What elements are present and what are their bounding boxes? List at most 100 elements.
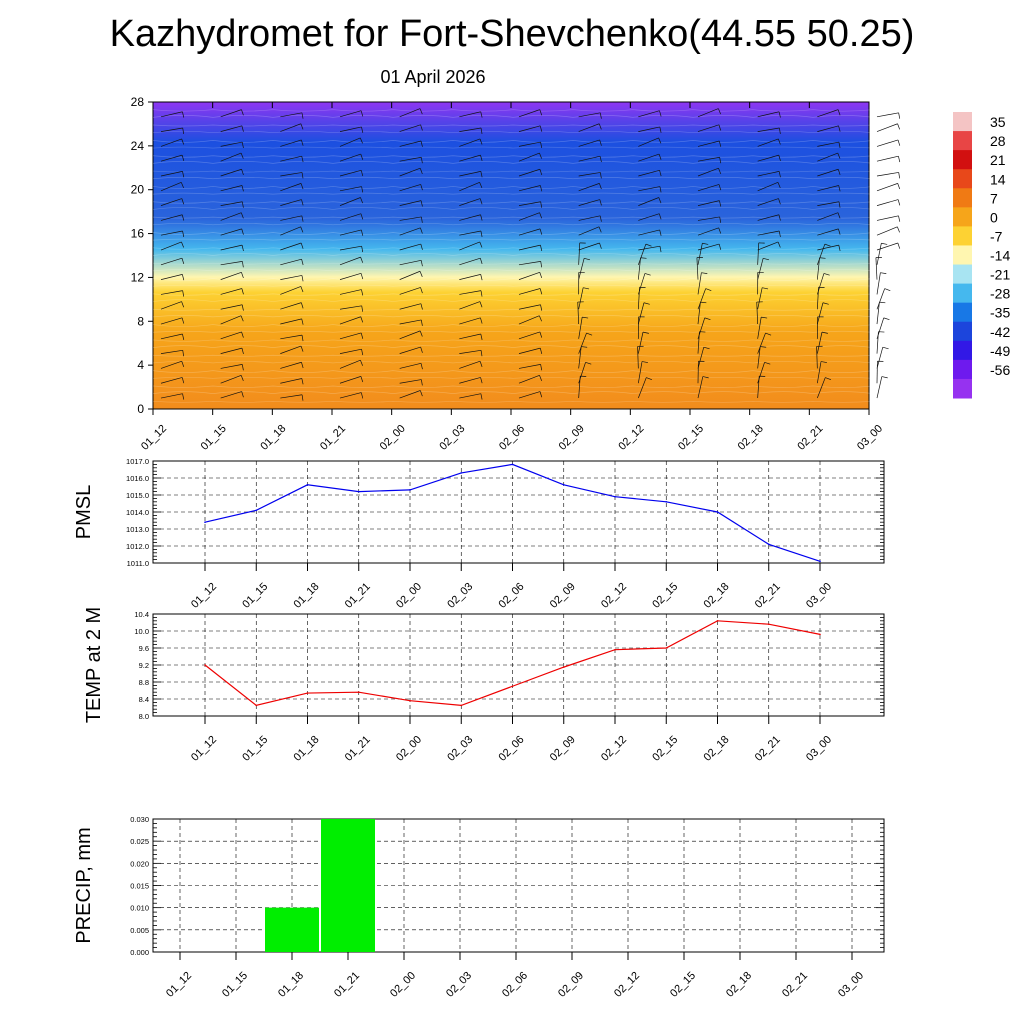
wind-barb bbox=[578, 346, 582, 369]
x-tick-label: 02_21 bbox=[753, 734, 783, 764]
wind-barb bbox=[757, 230, 780, 236]
x-tick-label: 02_18 bbox=[702, 581, 732, 611]
y-axis-title: TEMP at 2 M bbox=[83, 607, 105, 723]
x-tick-label: 02_21 bbox=[795, 423, 825, 453]
y-tick-label: 0.020 bbox=[130, 859, 149, 868]
wind-barb bbox=[777, 182, 781, 189]
x-tick-label: 02_00 bbox=[394, 734, 424, 764]
wind-barb bbox=[181, 138, 185, 145]
wind-barb bbox=[578, 172, 601, 177]
x-tick-label: 03_00 bbox=[804, 734, 834, 764]
wind-barb bbox=[817, 212, 839, 221]
wind-barb bbox=[182, 230, 185, 237]
wind-barb bbox=[539, 288, 543, 295]
isotherm-contour bbox=[152, 284, 874, 287]
y-tick-label: 8.8 bbox=[139, 678, 149, 687]
wind-barb bbox=[280, 378, 302, 384]
isotherm-contour bbox=[152, 330, 874, 333]
wind-barb bbox=[540, 185, 543, 192]
wind-barb bbox=[898, 156, 901, 163]
isotherm-contour bbox=[152, 299, 874, 302]
wind-barb bbox=[637, 361, 643, 384]
isotherm-contour bbox=[152, 201, 874, 204]
wind-barb bbox=[577, 302, 580, 325]
wind-barb bbox=[459, 241, 480, 251]
wind-barb bbox=[280, 183, 302, 192]
colorbar-segment bbox=[953, 150, 972, 170]
wind-barb bbox=[241, 348, 244, 355]
wind-barb bbox=[459, 349, 482, 354]
wind-barb bbox=[638, 126, 660, 132]
wind-barb bbox=[220, 244, 243, 251]
wind-barb bbox=[241, 228, 244, 235]
isotherm-contour bbox=[152, 400, 874, 403]
wind-barb bbox=[578, 123, 600, 132]
wind-barb bbox=[599, 156, 602, 163]
wind-barb bbox=[822, 302, 829, 305]
wind-barb bbox=[658, 197, 662, 204]
wind-barb bbox=[160, 333, 183, 340]
wind-barb bbox=[280, 226, 301, 236]
x-tick-label: 01_21 bbox=[318, 423, 348, 453]
colorbar-segment bbox=[953, 226, 972, 246]
wind-barb bbox=[220, 331, 242, 340]
wind-barb bbox=[598, 226, 602, 233]
wind-barb bbox=[160, 349, 183, 354]
wind-barb bbox=[182, 111, 185, 118]
x-tick-label: 02_15 bbox=[650, 734, 680, 764]
wind-barb bbox=[339, 392, 362, 399]
wind-barb bbox=[539, 228, 543, 235]
wind-barb bbox=[876, 112, 899, 118]
wind-barb bbox=[360, 170, 364, 177]
wind-barb bbox=[578, 112, 601, 118]
wind-barb bbox=[659, 126, 662, 133]
wind-barb bbox=[220, 288, 242, 295]
wind-barb bbox=[339, 126, 362, 132]
wind-barb bbox=[480, 214, 483, 221]
wind-barb bbox=[825, 377, 832, 381]
wind-barb bbox=[300, 242, 304, 249]
wind-barb bbox=[241, 288, 244, 295]
isotherm-contour bbox=[152, 361, 874, 364]
wind-barb bbox=[360, 273, 364, 280]
isotherm-contour bbox=[152, 247, 874, 250]
wind-barb bbox=[697, 216, 720, 221]
y-tick-label: 0.030 bbox=[130, 815, 149, 824]
wind-barb bbox=[599, 139, 602, 146]
colorbar-segment bbox=[953, 264, 972, 285]
isotherm-contour bbox=[152, 130, 874, 134]
x-tick-label: 02_03 bbox=[445, 734, 475, 764]
x-tick-label: 02_03 bbox=[444, 970, 474, 1000]
wind-barb bbox=[658, 213, 662, 220]
wind-barb bbox=[459, 154, 481, 162]
temperature-cross-section bbox=[152, 101, 870, 410]
isotherm-contour bbox=[152, 222, 874, 226]
wind-barb bbox=[160, 111, 183, 118]
wind-barb bbox=[642, 331, 649, 334]
wind-barb bbox=[645, 243, 652, 247]
isotherm-contour bbox=[152, 293, 874, 296]
x-tick-label: 02_15 bbox=[668, 970, 698, 1000]
wind-barb bbox=[459, 333, 481, 340]
wind-barb bbox=[399, 184, 421, 192]
wind-barb bbox=[182, 290, 185, 297]
wind-barb bbox=[339, 289, 362, 295]
wind-barb bbox=[817, 125, 839, 132]
wind-barb bbox=[540, 245, 543, 252]
wind-barb bbox=[898, 172, 901, 179]
wind-barb bbox=[220, 364, 243, 369]
colorbar-label: 7 bbox=[990, 190, 998, 206]
colorbar-segment bbox=[953, 340, 972, 361]
wind-barb bbox=[778, 230, 781, 237]
wind-barb bbox=[644, 273, 651, 276]
wind-barb bbox=[700, 301, 707, 304]
wind-barb bbox=[817, 168, 839, 177]
wind-barb bbox=[697, 184, 720, 192]
wind-barb bbox=[518, 228, 541, 236]
wind-barb bbox=[399, 259, 422, 266]
wind-barb bbox=[280, 286, 301, 295]
wind-barb bbox=[359, 137, 363, 144]
wind-barb bbox=[719, 216, 722, 223]
wind-barb bbox=[539, 125, 543, 132]
wind-barb bbox=[518, 271, 540, 280]
